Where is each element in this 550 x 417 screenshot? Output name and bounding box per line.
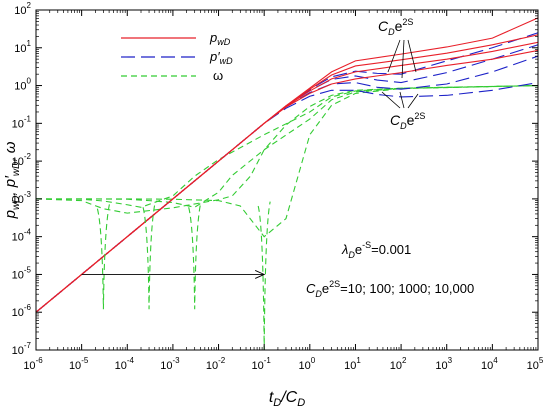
omega-spike-0 (96, 204, 110, 310)
x-tick-label: 103 (435, 356, 452, 372)
y-tick-label: 100 (14, 77, 31, 93)
annotation-lambda: λDe-S=0.001 (341, 240, 411, 260)
series-layer (36, 17, 538, 350)
annotation-mid-pointers (381, 91, 419, 109)
legend-label-omega: ω (213, 68, 223, 83)
series-pd-7 (36, 32, 538, 313)
series-w-8 (36, 85, 538, 214)
series-p-2 (36, 34, 538, 313)
x-tick-label: 10-6 (23, 356, 43, 372)
x-tick-label: 105 (527, 356, 544, 372)
y-tick-label: 102 (14, 1, 31, 17)
annotation-arrow-label: CDe2S=10; 100; 1000; 10,000 (306, 279, 474, 299)
series-pd-5 (36, 55, 538, 313)
ticks-layer (35, 9, 539, 351)
series-p-3 (36, 17, 538, 313)
omega-spike-3 (257, 201, 271, 350)
y-tick-label: 10-7 (12, 341, 32, 357)
plot-frame (35, 9, 539, 351)
tick-labels: 10-6 10-5 10-4 10-3 10-2 10-1 100 101 102 103 104 1… (12, 1, 544, 372)
series-pd-4 (36, 82, 538, 313)
series-p-0 (36, 49, 538, 313)
series-w-11 (36, 85, 538, 238)
y-tick-label: 10-3 (12, 190, 32, 206)
x-tick-label: 10-2 (206, 356, 226, 372)
y-tick-label: 10-4 (12, 228, 32, 244)
y-tick-label: 10-6 (12, 303, 32, 319)
y-tick-label: 10-2 (12, 152, 32, 168)
series-p-1 (36, 41, 538, 313)
y-tick-label: 10-1 (12, 114, 32, 130)
omega-spike-2 (188, 202, 202, 310)
legend-label-pd: p′wD (209, 49, 233, 66)
x-tick-label: 10-3 (160, 356, 180, 372)
y-axis-title: pwD, p′wD, ω (2, 141, 22, 219)
legend-label-p: pwD (209, 30, 231, 47)
x-tick-label: 101 (344, 356, 361, 372)
x-tick-label: 104 (481, 356, 498, 372)
x-axis-title: tD/CD (269, 389, 305, 409)
x-tick-label: 102 (390, 356, 407, 372)
y-tick-label: 10-5 (12, 265, 32, 281)
x-tick-label: 100 (298, 356, 315, 372)
arrow-head (254, 270, 266, 279)
legend: pwD p′wD ω (121, 30, 233, 83)
x-tick-label: 10-5 (69, 356, 89, 372)
series-pd-6 (36, 44, 538, 313)
annotation-top-pointers (387, 39, 417, 79)
x-tick-label: 10-4 (115, 356, 135, 372)
series-w-10 (36, 85, 538, 208)
annotation-cde2s-mid: CDe2S (390, 111, 425, 131)
omega-spike-1 (142, 202, 156, 310)
annotation-cde2s-top: CDe2S (378, 17, 413, 37)
y-tick-label: 101 (14, 39, 31, 55)
x-tick-label: 10-1 (251, 356, 271, 372)
series-w-9 (36, 85, 538, 208)
